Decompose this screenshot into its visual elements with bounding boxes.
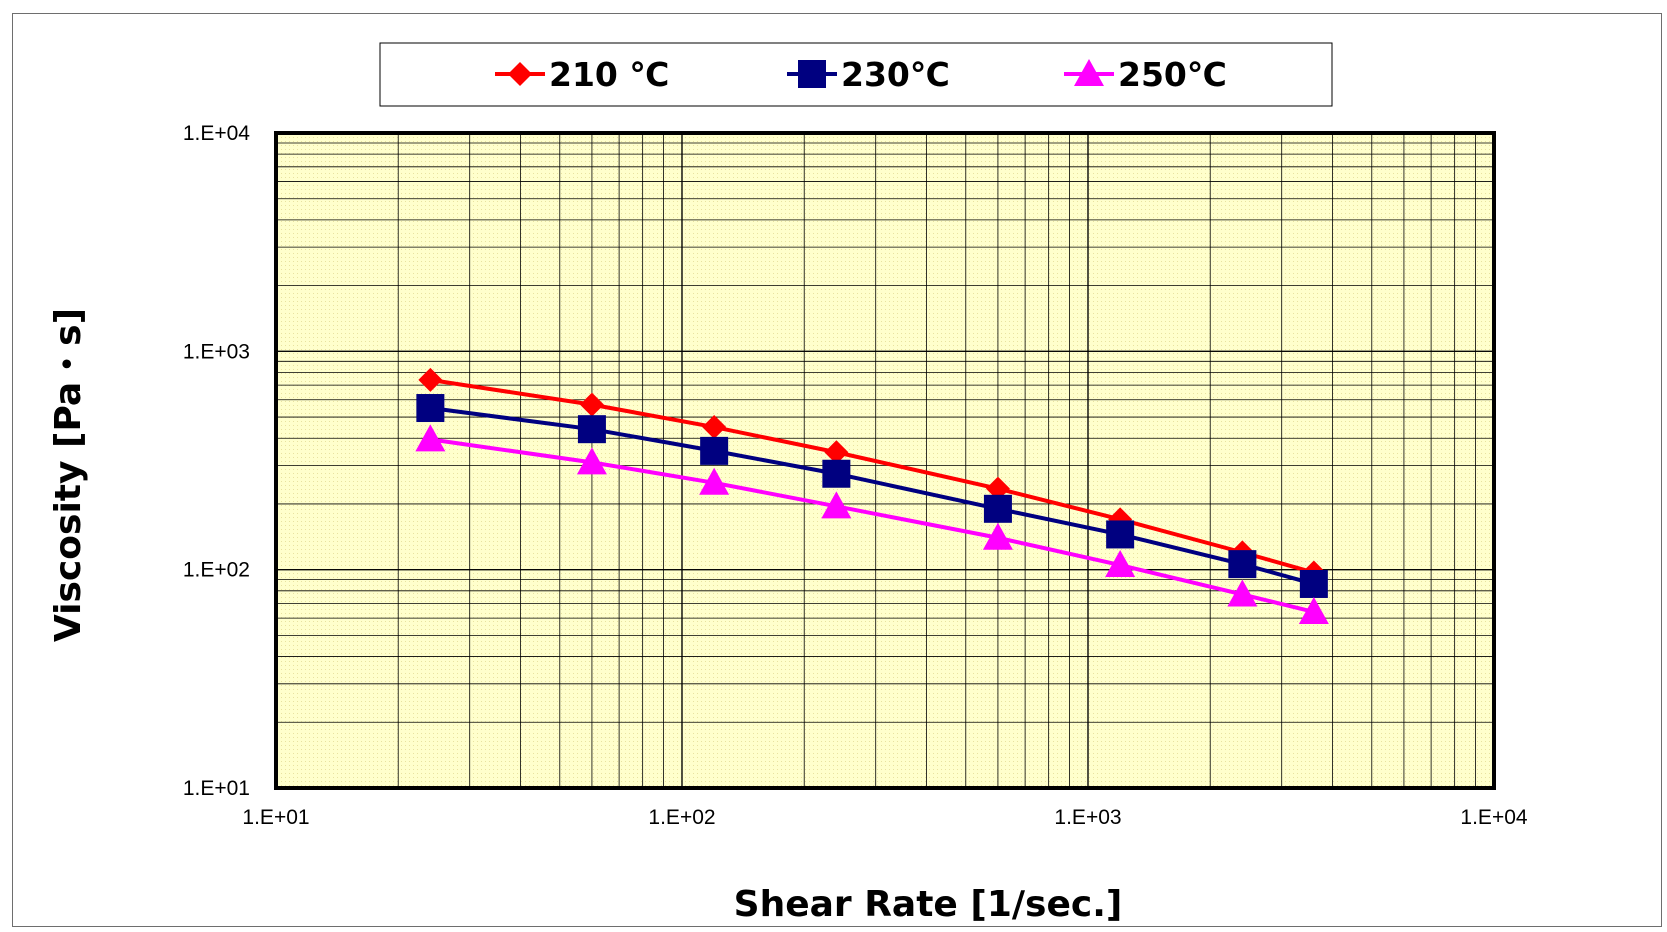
x-tick-label: 1.E+01 [242,806,309,829]
data-point [578,415,606,443]
y-tick-label: 1.E+01 [183,777,250,800]
x-axis-title: Shear Rate [1/sec.] [734,884,1123,925]
x-tick-label: 1.E+03 [1054,806,1121,829]
legend: 210 ℃ 230℃ 250℃ [380,43,1332,106]
x-tick-labels: 1.E+01 1.E+02 1.E+03 1.E+04 [242,806,1527,829]
legend-label: 250℃ [1118,55,1227,94]
plot-area [276,133,1494,788]
y-tick-label: 1.E+03 [183,340,250,363]
data-point [984,495,1012,523]
x-tick-label: 1.E+02 [648,806,715,829]
y-tick-labels: 1.E+01 1.E+02 1.E+03 1.E+04 [183,122,250,800]
legend-label: 210 ℃ [549,55,669,94]
y-tick-label: 1.E+02 [183,559,250,582]
data-point [1106,520,1134,548]
x-tick-label: 1.E+04 [1460,806,1527,829]
data-point [700,437,728,465]
data-point [416,394,444,422]
data-point [1228,550,1256,578]
data-point [822,460,850,488]
y-tick-label: 1.E+04 [183,122,250,145]
legend-marker [798,60,826,88]
data-point [1300,570,1328,598]
y-axis-title: Viscosity [Pa・s] [48,308,89,642]
legend-label: 230℃ [841,55,950,94]
plot-background [276,133,1494,788]
